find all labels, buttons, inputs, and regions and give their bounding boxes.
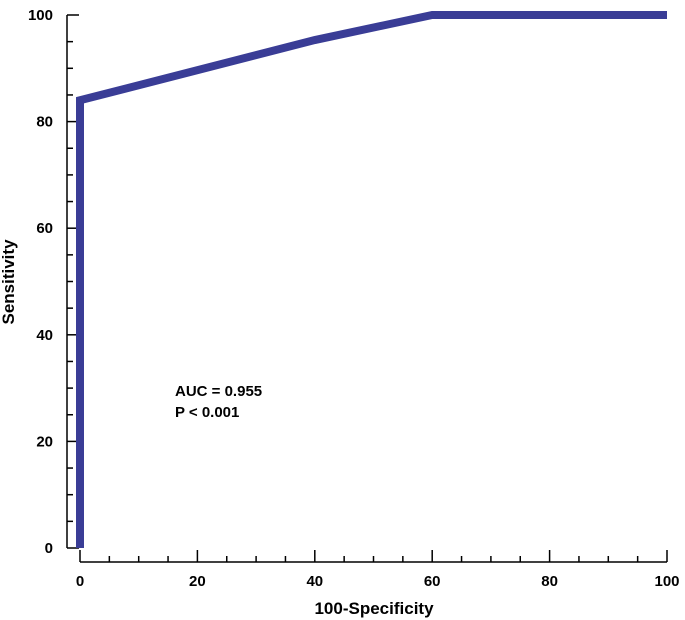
x-tick-label: 20	[189, 573, 206, 590]
y-tick-label: 40	[36, 327, 53, 344]
annotation-auc: AUC = 0.955	[175, 383, 262, 400]
series-group	[76, 11, 667, 548]
y-tick-label: 60	[36, 220, 53, 237]
x-tick-label: 0	[76, 573, 84, 590]
y-tick-label: 20	[36, 433, 53, 450]
x-tick-label: 40	[306, 573, 323, 590]
y-tick-label: 100	[28, 7, 53, 24]
y-tick-label: 0	[45, 540, 53, 557]
x-axis-title: 100-Specificity	[314, 599, 434, 618]
annotation-p-value: P < 0.001	[175, 404, 239, 421]
y-axis-title: Sensitivity	[0, 239, 18, 325]
x-tick-label: 60	[424, 573, 441, 590]
x-axis: 0 20 40 60 80 100	[76, 550, 680, 590]
x-tick-label: 100	[654, 573, 679, 590]
y-tick-label: 80	[36, 114, 53, 131]
y-axis: 0 20 40 60 80 100	[28, 7, 79, 557]
x-tick-label: 80	[541, 573, 558, 590]
roc-curve-line	[76, 11, 667, 548]
